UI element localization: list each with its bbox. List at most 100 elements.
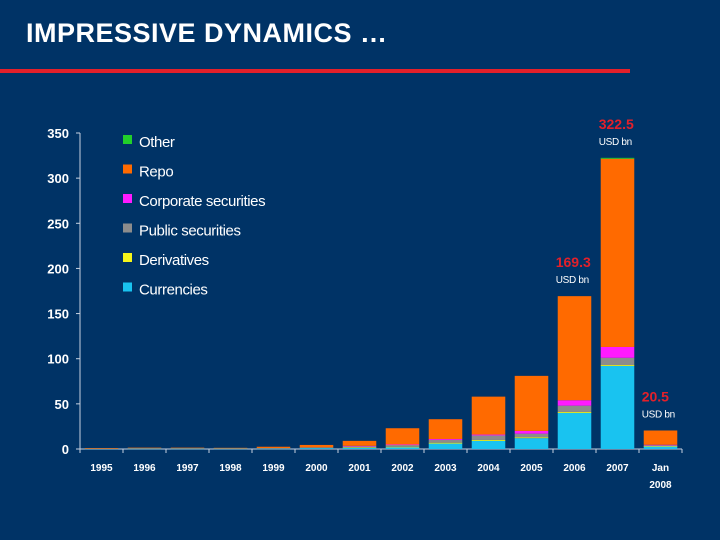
- y-tick-label: 300: [47, 171, 69, 186]
- y-tick-label: 100: [47, 352, 69, 367]
- bar-segment-public-securities: [256, 448, 291, 449]
- bar-segment-public-securities: [385, 444, 420, 447]
- bar-stack: [428, 419, 463, 449]
- bar-segment-currencies: [471, 440, 506, 449]
- bar-segment-currencies: [514, 438, 549, 449]
- bar-segment-currencies: [428, 443, 463, 449]
- bar-segment-other: [600, 157, 635, 159]
- legend-swatch: [123, 135, 132, 144]
- bar-segment-derivatives: [557, 411, 592, 413]
- bar-segment-public-securities: [428, 439, 463, 443]
- bar-segment-currencies: [170, 448, 205, 450]
- bar-segment-derivatives: [514, 437, 549, 439]
- bar-segment-public-securities: [557, 405, 592, 412]
- x-tick-label: 1999: [262, 463, 285, 474]
- bar-stack: [213, 447, 248, 450]
- y-tick-label: 0: [62, 442, 69, 457]
- legend-label: Corporate securities: [139, 193, 265, 210]
- bar-stack: [127, 447, 162, 450]
- legend-label: Derivatives: [139, 252, 209, 269]
- bar-segment-derivatives: [342, 447, 377, 448]
- chart-annotations: 169.3 USD bn 322.5 USD bn 20.5 USD bn: [556, 116, 676, 421]
- bar-segment-public-securities: [127, 448, 162, 449]
- bar-segment-corporate-securities: [428, 439, 463, 440]
- bar-segment-public-securities: [342, 446, 377, 448]
- bar-segment-corporate-securities: [514, 430, 549, 434]
- y-tick-label: 250: [47, 216, 69, 231]
- bar-segment-currencies: [600, 365, 635, 449]
- y-tick-label: 350: [47, 126, 69, 141]
- bar-stack: [471, 396, 506, 449]
- bar-segment-public-securities: [471, 435, 506, 440]
- bar-stack: [600, 157, 635, 449]
- y-tick-label: 200: [47, 261, 69, 276]
- bar-segment-corporate-securities: [600, 346, 635, 358]
- chart-bars: [84, 157, 678, 450]
- bar-segment-public-securities: [600, 357, 635, 366]
- bar-segment-corporate-securities: [385, 444, 420, 446]
- bar-segment-repo: [643, 430, 678, 445]
- bar-segment-corporate-securities: [471, 434, 506, 436]
- annotation-unit: USD bn: [556, 275, 589, 286]
- bar-stack: [84, 448, 119, 450]
- slide-title: IMPRESSIVE DYNAMICS …: [26, 18, 388, 48]
- bar-segment-public-securities: [170, 448, 205, 449]
- title-divider: [0, 69, 630, 73]
- chart-legend: Other Repo Corporate securities Public secu…: [123, 134, 266, 299]
- bar-segment-derivatives: [428, 442, 463, 444]
- bar-stack: [299, 444, 334, 449]
- annotation-unit: USD bn: [599, 137, 632, 148]
- bar-segment-repo: [127, 447, 162, 449]
- legend-label: Repo: [139, 164, 173, 181]
- bar-segment-repo: [428, 419, 463, 440]
- bar-stack: [342, 440, 377, 449]
- bar-segment-public-securities: [514, 433, 549, 438]
- bar-segment-derivatives: [600, 365, 635, 366]
- bar-segment-public-securities: [643, 445, 678, 447]
- bar-segment-corporate-securities: [342, 445, 377, 447]
- bar-segment-derivatives: [643, 446, 678, 447]
- bar-stack: [170, 447, 205, 450]
- bar-segment-repo: [342, 440, 377, 446]
- bar-stack: [643, 430, 678, 449]
- x-tick-label: 2002: [391, 463, 414, 474]
- x-tick-label: 1995: [90, 463, 113, 474]
- legend-swatch: [123, 253, 132, 262]
- bar-segment-repo: [213, 447, 248, 449]
- legend-label: Other: [139, 134, 175, 151]
- x-tick-label: 2005: [520, 463, 543, 474]
- legend-swatch: [123, 194, 132, 203]
- x-tick-label: 2006: [563, 463, 586, 474]
- bar-segment-corporate-securities: [643, 444, 678, 446]
- x-tick-label: 1996: [133, 463, 156, 474]
- annotation-unit: USD bn: [642, 409, 675, 420]
- bar-segment-repo: [84, 448, 119, 449]
- bar-segment-repo: [385, 428, 420, 445]
- x-tick-label: 2004: [477, 463, 500, 474]
- annotation-value: 169.3: [556, 254, 591, 270]
- bar-segment-repo: [471, 396, 506, 435]
- bar-segment-corporate-securities: [557, 400, 592, 406]
- bar-segment-repo: [557, 296, 592, 401]
- bar-stack: [256, 446, 291, 450]
- bar-segment-currencies: [557, 412, 592, 449]
- bar-segment-repo: [170, 447, 205, 449]
- bar-segment-currencies: [213, 448, 248, 450]
- x-tick-label: 2000: [305, 463, 328, 474]
- legend-swatch: [123, 282, 132, 292]
- x-tick-label: 1997: [176, 463, 199, 474]
- x-tick-label: 2007: [606, 463, 629, 474]
- bar-segment-repo: [514, 375, 549, 431]
- annotation-value: 20.5: [642, 388, 669, 404]
- y-tick-label: 150: [47, 307, 69, 322]
- bar-stack: [557, 296, 592, 449]
- bar-segment-repo: [299, 444, 334, 448]
- bar-segment-currencies: [127, 448, 162, 450]
- y-tick-label: 50: [55, 397, 69, 412]
- x-tick-label: 2003: [434, 463, 457, 474]
- bar-segment-currencies: [256, 448, 291, 450]
- bar-segment-public-securities: [299, 447, 334, 449]
- bar-stack: [385, 428, 420, 449]
- x-tick-label: Jan 2008: [649, 463, 672, 491]
